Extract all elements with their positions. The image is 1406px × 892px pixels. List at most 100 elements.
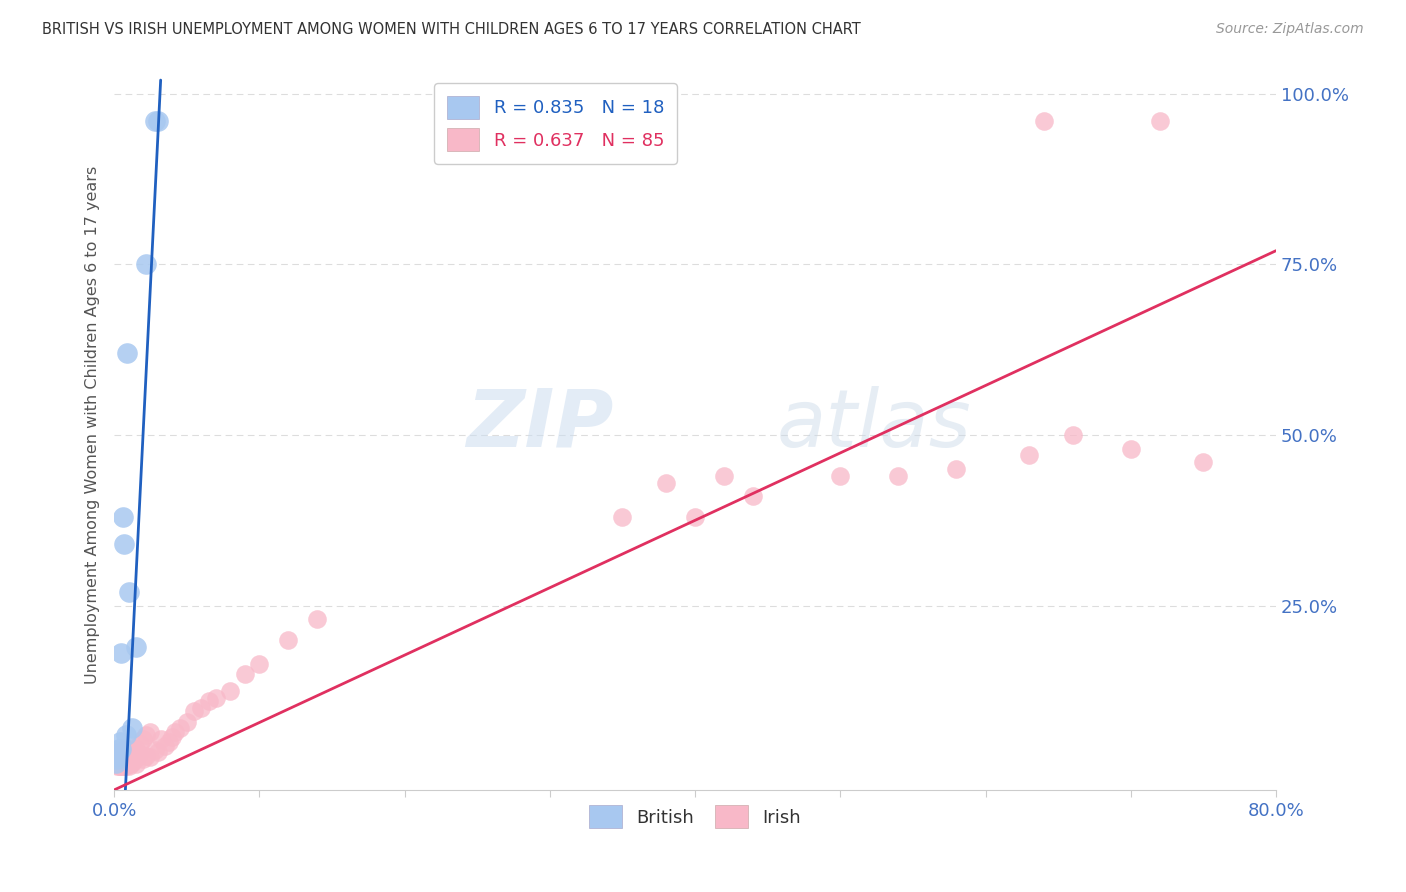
Point	[107, 748, 129, 763]
Point	[118, 759, 141, 773]
Point	[129, 737, 152, 751]
Point	[149, 731, 172, 746]
Point	[107, 756, 129, 770]
Point	[169, 722, 191, 736]
Point	[121, 756, 143, 770]
Point	[114, 728, 136, 742]
Point	[114, 754, 136, 768]
Point	[120, 745, 142, 759]
Y-axis label: Unemployment Among Women with Children Ages 6 to 17 years: Unemployment Among Women with Children A…	[86, 166, 100, 684]
Text: ZIP: ZIP	[467, 385, 614, 464]
Point	[1192, 455, 1215, 469]
Point	[1032, 114, 1054, 128]
Point	[146, 745, 169, 759]
Point	[153, 739, 176, 753]
Point	[108, 756, 131, 770]
Point	[132, 752, 155, 766]
Point	[104, 756, 127, 770]
Point	[307, 612, 329, 626]
Point	[132, 731, 155, 746]
Point	[110, 759, 132, 773]
Point	[108, 735, 131, 749]
Point	[219, 684, 242, 698]
Point	[135, 748, 157, 763]
Point	[183, 705, 205, 719]
Point	[165, 725, 187, 739]
Point	[125, 640, 148, 654]
Point	[108, 752, 131, 766]
Point	[110, 742, 132, 756]
Point	[107, 752, 129, 766]
Point	[655, 475, 678, 490]
Point	[117, 752, 139, 766]
Point	[249, 657, 271, 671]
Point	[128, 747, 150, 762]
Point	[1018, 449, 1040, 463]
Point	[146, 114, 169, 128]
Point	[127, 750, 149, 764]
Point	[713, 469, 735, 483]
Point	[887, 469, 910, 483]
Point	[1062, 428, 1084, 442]
Point	[110, 647, 132, 661]
Point	[111, 509, 134, 524]
Point	[945, 462, 967, 476]
Point	[117, 346, 139, 360]
Point	[233, 666, 256, 681]
Point	[114, 759, 136, 773]
Point	[830, 469, 852, 483]
Point	[122, 740, 145, 755]
Point	[108, 745, 131, 759]
Point	[107, 742, 129, 756]
Point	[124, 752, 146, 766]
Point	[135, 257, 157, 271]
Point	[612, 509, 634, 524]
Point	[112, 759, 135, 773]
Point	[112, 743, 135, 757]
Point	[118, 585, 141, 599]
Point	[104, 752, 127, 766]
Text: atlas: atlas	[776, 385, 972, 464]
Point	[205, 690, 228, 705]
Point	[111, 759, 134, 773]
Point	[105, 748, 128, 763]
Point	[118, 754, 141, 768]
Point	[112, 756, 135, 770]
Point	[683, 509, 706, 524]
Point	[143, 114, 166, 128]
Point	[105, 759, 128, 773]
Point	[125, 756, 148, 771]
Point	[135, 728, 157, 742]
Text: BRITISH VS IRISH UNEMPLOYMENT AMONG WOMEN WITH CHILDREN AGES 6 TO 17 YEARS CORRE: BRITISH VS IRISH UNEMPLOYMENT AMONG WOME…	[42, 22, 860, 37]
Legend: British, Irish: British, Irish	[582, 798, 808, 836]
Point	[110, 748, 132, 763]
Point	[277, 632, 299, 647]
Point	[120, 756, 142, 771]
Point	[110, 756, 132, 770]
Point	[105, 756, 128, 770]
Point	[108, 759, 131, 773]
Point	[107, 745, 129, 759]
Point	[112, 748, 135, 763]
Point	[125, 742, 148, 756]
Point	[111, 747, 134, 762]
Point	[742, 490, 765, 504]
Point	[105, 752, 128, 766]
Point	[190, 701, 212, 715]
Point	[139, 725, 162, 739]
Point	[117, 756, 139, 771]
Point	[118, 747, 141, 762]
Point	[111, 752, 134, 766]
Point	[122, 754, 145, 768]
Point	[114, 742, 136, 756]
Point	[105, 752, 128, 766]
Point	[157, 735, 180, 749]
Point	[110, 742, 132, 756]
Point	[107, 759, 129, 773]
Point	[110, 752, 132, 766]
Point	[197, 694, 219, 708]
Point	[176, 714, 198, 729]
Point	[139, 750, 162, 764]
Point	[105, 748, 128, 763]
Point	[121, 722, 143, 736]
